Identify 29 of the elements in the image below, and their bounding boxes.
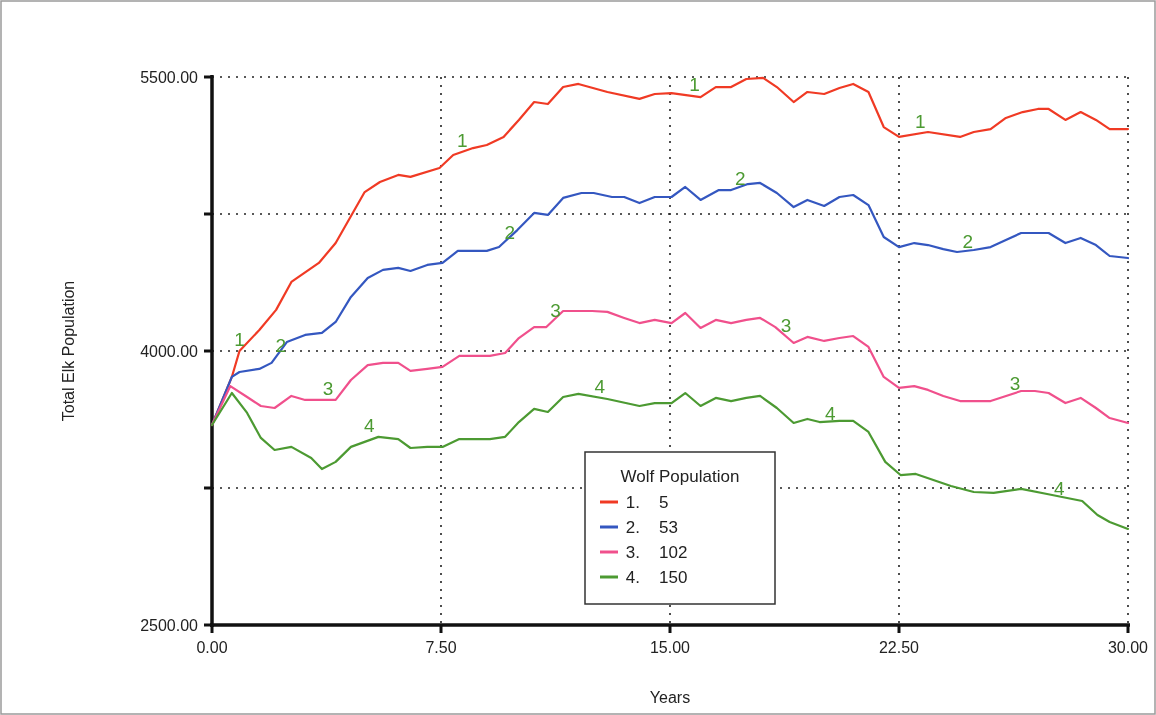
x-tick-label: 15.00 — [649, 639, 691, 656]
annotation: 4 — [825, 402, 837, 424]
legend-title: Wolf Population — [620, 467, 740, 486]
annotation: 3 — [1009, 373, 1021, 395]
annotation: 1 — [915, 111, 926, 133]
annotation: 3 — [322, 377, 334, 399]
annotation: 4 — [1054, 477, 1066, 499]
x-axis-title: Years — [649, 689, 691, 706]
annotation: 1 — [457, 129, 468, 151]
annotation: 2 — [734, 168, 746, 190]
annotation: 3 — [780, 314, 792, 336]
annotation: 2 — [962, 230, 973, 252]
annotation: 4 — [363, 414, 375, 436]
legend-label: 4. 150 — [625, 568, 688, 587]
y-tick-label: 2500.00 — [140, 616, 199, 634]
x-tick-label: 30.00 — [1107, 639, 1149, 656]
x-tick-label: 7.50 — [425, 639, 457, 656]
x-tick-label: 0.00 — [196, 639, 228, 656]
legend-label: 1. 5 — [625, 493, 669, 512]
annotation: 1 — [689, 74, 700, 96]
y-tick-label: 4000.00 — [140, 342, 199, 360]
y-tick-label: 5500.00 — [140, 68, 199, 86]
annotation: 3 — [550, 299, 561, 321]
legend-label: 3. 102 — [625, 543, 688, 562]
y-axis-title: Total Elk Population — [60, 280, 77, 422]
x-tick-label: 22.50 — [878, 639, 920, 656]
annotation: 1 — [234, 329, 245, 350]
legend-label: 2. 53 — [625, 518, 678, 537]
annotation: 4 — [594, 375, 606, 397]
